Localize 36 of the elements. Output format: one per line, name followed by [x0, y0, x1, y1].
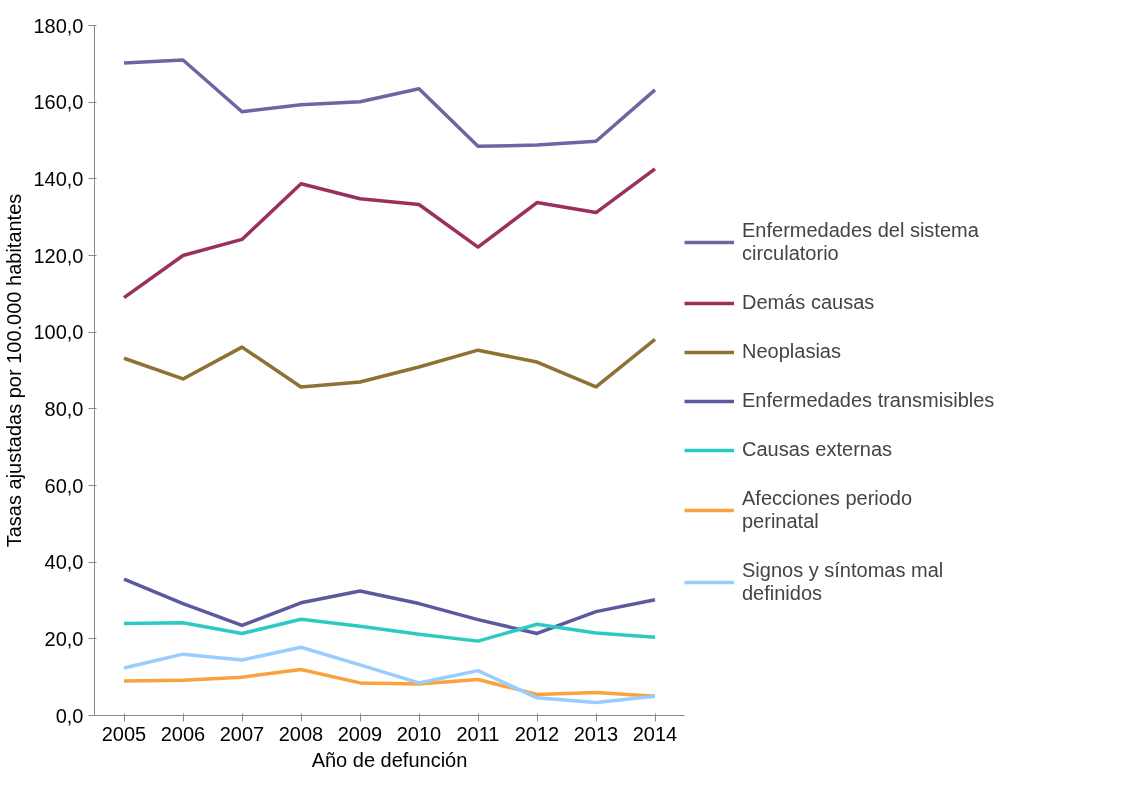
x-tick-label: 2007 [219, 722, 265, 745]
x-tick-label: 2013 [573, 722, 619, 745]
legend-label: Neoplasias [742, 340, 841, 363]
x-tick-label: 2005 [101, 722, 147, 745]
legend-label: Signos y síntomas mal definidos [742, 559, 944, 605]
legend-label: Enfermedades del sistema circulatorio [742, 219, 979, 265]
x-tick-label: 2009 [337, 722, 383, 745]
x-tick-label: 2008 [278, 722, 324, 745]
legend-label: Afecciones periodo perinatal [742, 487, 913, 533]
x-axis-title: Año de defunción [311, 748, 468, 771]
line-series [122, 617, 657, 643]
line-series [122, 577, 657, 636]
y-tick-label: 100,0 [33, 321, 84, 344]
y-tick-label: 80,0 [44, 397, 84, 420]
y-tick-label: 40,0 [44, 551, 84, 574]
y-tick-label: 140,0 [33, 167, 84, 190]
x-tick-label: 2010 [396, 722, 442, 745]
x-tick-label: 2006 [160, 722, 206, 745]
x-tick-label: 2012 [514, 722, 560, 745]
legend-label: Causas externas [742, 438, 893, 461]
y-tick-label: 60,0 [44, 474, 84, 497]
y-tick-label: 20,0 [44, 627, 84, 650]
x-tick-label: 2011 [456, 722, 500, 745]
line-series [122, 645, 657, 705]
y-tick-label: 180,0 [33, 14, 84, 37]
legend-label: Enfermedades transmisibles [742, 389, 995, 412]
y-tick-label: 120,0 [33, 244, 84, 267]
line-series [122, 337, 657, 389]
y-axis-title: Tasas ajustadas por 100.000 habitantes [3, 193, 26, 548]
line-series [122, 58, 657, 148]
legend-label: Demás causas [742, 291, 875, 314]
x-tick-label: 2014 [632, 722, 678, 745]
line-series [122, 667, 657, 699]
y-tick-label: 0,0 [55, 704, 84, 727]
line-series [122, 167, 657, 300]
y-tick-label: 160,0 [33, 91, 84, 114]
